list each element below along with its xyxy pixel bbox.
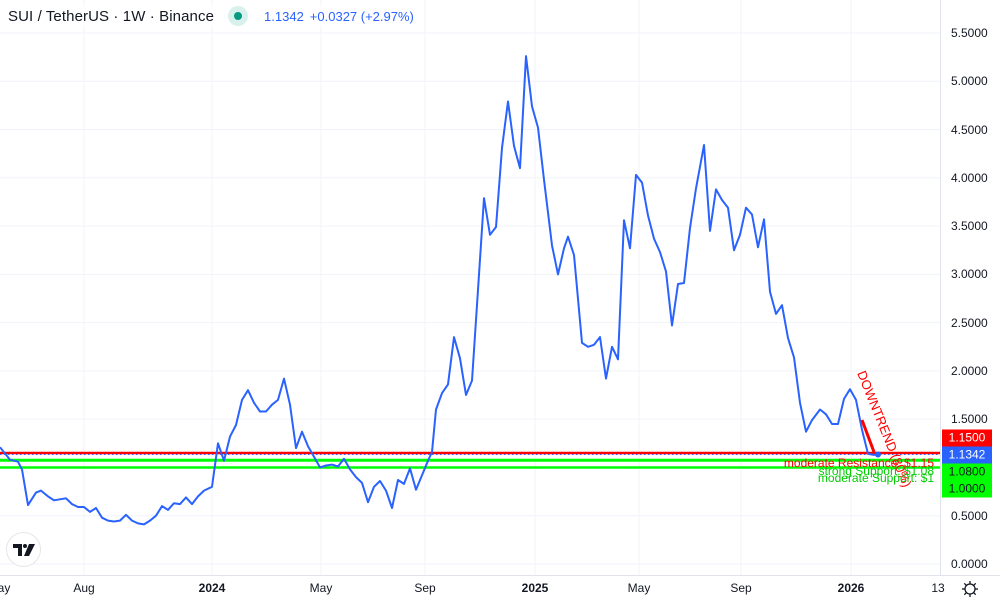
grid-lines xyxy=(0,0,940,575)
price-tag: 1.0000 xyxy=(942,480,992,498)
price-tag: 1.1342 xyxy=(942,446,992,464)
price-tick-label: 0.0000 xyxy=(951,557,988,571)
price-change: +0.0327 (+2.97%) xyxy=(309,8,414,24)
chart-header: SUI / TetherUS · 1W · Binance 1.1342 +0.… xyxy=(8,5,414,27)
last-price: 1.1342 xyxy=(264,8,304,24)
symbol-title[interactable]: SUI / TetherUS · 1W · Binance xyxy=(8,7,215,25)
price-axis[interactable]: 5.5000 5.0000 4.5000 4.0000 3.5000 3.0000 2.50… xyxy=(940,0,1000,575)
time-tick-label: Sep xyxy=(414,581,436,595)
tradingview-logo-icon[interactable] xyxy=(6,532,41,567)
support-resistance-levels xyxy=(0,451,940,469)
price-tick-label: 2.5000 xyxy=(951,315,988,330)
price-tick-label: 5.0000 xyxy=(951,74,988,89)
time-tick-label: May xyxy=(309,581,333,595)
price-tick-label: 3.0000 xyxy=(951,267,988,282)
moderate-support-label: moderate Support: $1 xyxy=(818,471,934,485)
strong-support-label: strong Support: $1.08 xyxy=(819,464,935,478)
time-tick-label: Aug xyxy=(73,581,95,595)
trend-arrow xyxy=(860,419,876,453)
time-tick-label: Sep xyxy=(730,581,752,595)
price-chart-plot[interactable]: DOWNTREND (80%)moderate Resistance: $1.1… xyxy=(0,0,940,575)
price-tick-label: 1.5000 xyxy=(951,412,988,427)
time-axis[interactable]: ay Aug 2024 May Sep 2025 May Sep 2026 13 xyxy=(0,575,1000,600)
time-tick-label: 13 xyxy=(931,581,945,595)
market-status-icon xyxy=(228,6,249,26)
price-line xyxy=(0,55,879,526)
price-tick-label: 2.0000 xyxy=(951,363,988,378)
price-tick-label: 4.5000 xyxy=(951,122,988,137)
price-tick-label: 4.0000 xyxy=(951,170,988,185)
price-tag: 1.1500 xyxy=(942,429,992,447)
time-tick-label: May xyxy=(627,581,651,595)
time-tick-label: 2024 xyxy=(198,581,226,595)
price-tick-label: 5.5000 xyxy=(951,25,988,40)
last-price-dot xyxy=(875,451,881,458)
price-tick-label: 3.5000 xyxy=(951,219,988,234)
settings-gear-icon[interactable] xyxy=(960,579,980,599)
time-tick-label: 2026 xyxy=(837,581,865,595)
price-tag: 1.0800 xyxy=(942,463,992,481)
price-tick-label: 0.5000 xyxy=(951,508,988,523)
time-tick-label: ay xyxy=(0,581,11,595)
time-tick-label: 2025 xyxy=(521,581,549,595)
resistance-label: moderate Resistance: $1.15 xyxy=(784,456,934,470)
